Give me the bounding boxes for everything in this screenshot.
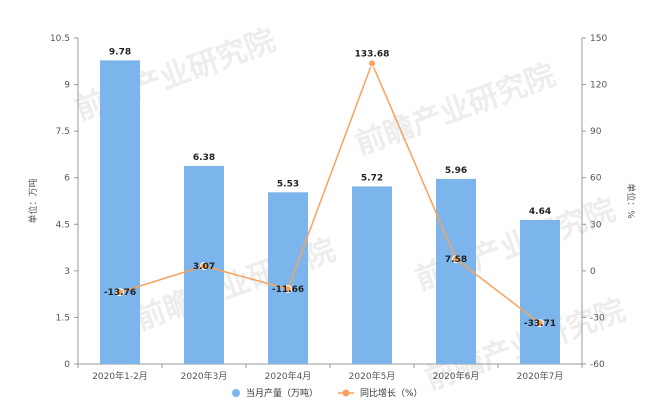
axes: 0 1.5 3 4.5 6 7.5 9 10.5 -60 -30 0 30 60 90 120 150 2020… [27, 34, 637, 382]
x-tick-label: 2020年7月 [517, 370, 564, 382]
right-tick-label: 120 [590, 81, 607, 91]
line-point [536, 319, 544, 328]
x-tick-label: 2020年6月 [433, 370, 480, 382]
bar-data-label: 9.78 [109, 47, 131, 57]
bar [100, 60, 140, 365]
left-tick-label: 0 [64, 360, 70, 370]
right-tick-label: 150 [590, 34, 607, 44]
x-tick-label: 2020年4月 [265, 370, 312, 382]
x-tick-label: 2020年3月 [181, 370, 228, 382]
left-tick-label: 10.5 [50, 34, 70, 44]
right-tick-label: -30 [590, 313, 605, 323]
line-data-label: 7.58 [445, 255, 467, 265]
line-data-label: -11.66 [272, 285, 304, 295]
right-axis-title: 单位：% [625, 183, 637, 219]
bar-data-label: 5.96 [445, 166, 467, 176]
left-tick-label: 6 [64, 174, 70, 184]
right-tick-label: 30 [590, 220, 602, 230]
right-tick-label: 0 [590, 267, 596, 277]
line-data-label: 133.68 [355, 49, 390, 59]
left-tick-label: 7.5 [56, 127, 70, 137]
bar [520, 219, 560, 364]
line-point [116, 288, 124, 297]
left-axis-title: 单位：万吨 [27, 178, 39, 223]
bar-data-label: 4.64 [529, 207, 551, 217]
left-tick-label: 4.5 [56, 220, 70, 230]
line-point [452, 255, 460, 264]
x-tick-label: 2020年1-2月 [92, 370, 148, 382]
left-tick-label: 9 [64, 81, 70, 91]
bar [268, 192, 308, 364]
left-tick-label: 1.5 [56, 313, 70, 323]
legend-bar-marker [232, 389, 240, 397]
watermark-text: 前瞻产业研究院 [351, 58, 560, 163]
line-series [116, 59, 544, 328]
line-point [284, 284, 292, 293]
bar [352, 186, 392, 364]
legend-bar-label: 当月产量（万吨） [246, 387, 318, 399]
growth-line [119, 61, 541, 324]
bar-data-label: 5.53 [277, 179, 299, 189]
bar [436, 178, 476, 364]
bar-series [100, 60, 560, 365]
right-tick-label: 90 [590, 127, 602, 137]
x-tick-label: 2020年5月 [349, 370, 396, 382]
right-tick-label: 60 [590, 174, 602, 184]
legend-line-label: 同比增长（%） [360, 387, 423, 399]
right-tick-label: -60 [590, 360, 605, 370]
data-labels: 9.78 6.38 5.53 5.72 5.96 4.64 -13.76 3.07 -11.66… [104, 47, 556, 329]
bar-data-label: 5.72 [361, 173, 383, 183]
bar-data-label: 6.38 [193, 153, 215, 163]
line-point [368, 59, 376, 68]
line-point [200, 262, 208, 271]
left-tick-label: 3 [64, 267, 70, 277]
watermark-text: 前瞻产业研究院 [131, 233, 340, 338]
line-data-label: 3.07 [193, 262, 215, 272]
line-data-label: -33.71 [524, 319, 556, 329]
line-data-label: -13.76 [104, 288, 136, 298]
legend[interactable]: 当月产量（万吨） 同比增长（%） [232, 387, 423, 399]
legend-line-marker [342, 389, 350, 397]
